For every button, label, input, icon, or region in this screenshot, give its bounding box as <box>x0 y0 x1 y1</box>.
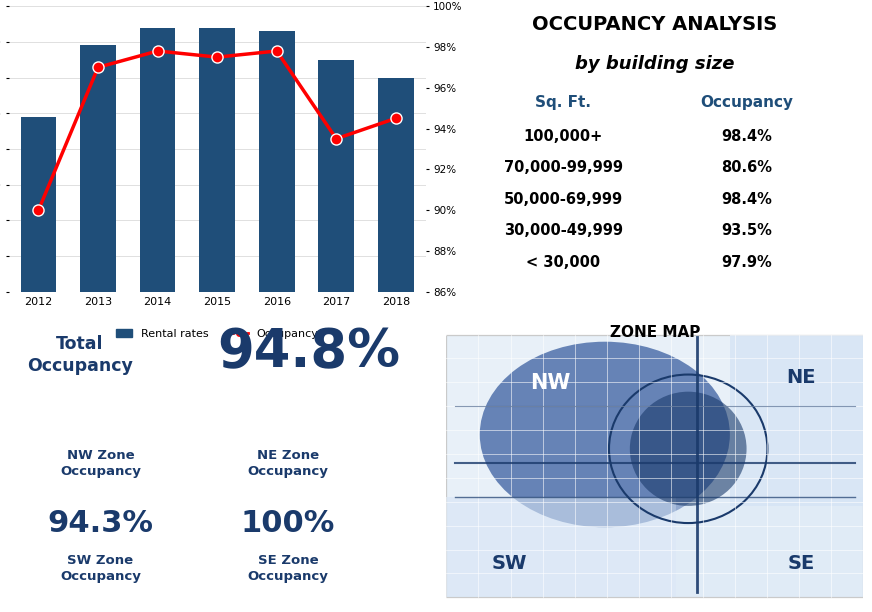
Bar <box>140 28 175 292</box>
Text: 93.5%: 93.5% <box>721 223 772 238</box>
Text: SE Zone
Occupancy: SE Zone Occupancy <box>248 554 329 583</box>
Text: NW: NW <box>530 373 571 393</box>
FancyBboxPatch shape <box>446 498 676 597</box>
Bar <box>21 117 57 292</box>
Text: by building size: by building size <box>576 54 734 73</box>
Text: 30,000-49,999: 30,000-49,999 <box>504 223 623 238</box>
Text: Total
Occupancy: Total Occupancy <box>27 335 133 375</box>
Text: 80.6%: 80.6% <box>721 160 772 176</box>
Text: NE: NE <box>786 368 815 387</box>
Title: Lubbock Industrial Market: Lubbock Industrial Market <box>85 0 350 2</box>
Text: 100%: 100% <box>241 509 335 538</box>
FancyBboxPatch shape <box>676 498 863 597</box>
Text: Occupancy: Occupancy <box>700 95 793 110</box>
Text: NW Zone
Occupancy: NW Zone Occupancy <box>60 449 141 478</box>
Text: < 30,000: < 30,000 <box>526 255 600 270</box>
Text: OCCUPANCY ANALYSIS: OCCUPANCY ANALYSIS <box>532 15 778 34</box>
Bar <box>80 45 116 292</box>
Text: SW Zone
Occupancy: SW Zone Occupancy <box>60 554 141 583</box>
Bar <box>200 28 235 292</box>
Text: 70,000-99,999: 70,000-99,999 <box>504 160 623 176</box>
Bar <box>259 31 295 292</box>
Text: Sq. Ft.: Sq. Ft. <box>535 95 591 110</box>
Text: 100,000+: 100,000+ <box>523 129 603 144</box>
Text: SE: SE <box>787 553 814 573</box>
Text: SW: SW <box>491 553 527 573</box>
Legend: Rental rates, Occupancy: Rental rates, Occupancy <box>112 324 323 343</box>
Text: ZONE MAP: ZONE MAP <box>610 324 700 340</box>
Text: 94.3%: 94.3% <box>47 509 153 538</box>
Bar <box>318 59 354 292</box>
FancyBboxPatch shape <box>446 335 863 597</box>
Ellipse shape <box>630 392 746 506</box>
Bar <box>378 78 413 292</box>
Ellipse shape <box>480 341 730 528</box>
Text: NE Zone
Occupancy: NE Zone Occupancy <box>248 449 329 478</box>
FancyBboxPatch shape <box>730 335 863 506</box>
Text: 94.8%: 94.8% <box>217 326 400 378</box>
Text: 97.9%: 97.9% <box>721 255 772 270</box>
Text: 98.4%: 98.4% <box>721 192 772 207</box>
Text: 98.4%: 98.4% <box>721 129 772 144</box>
Text: 50,000-69,999: 50,000-69,999 <box>503 192 623 207</box>
